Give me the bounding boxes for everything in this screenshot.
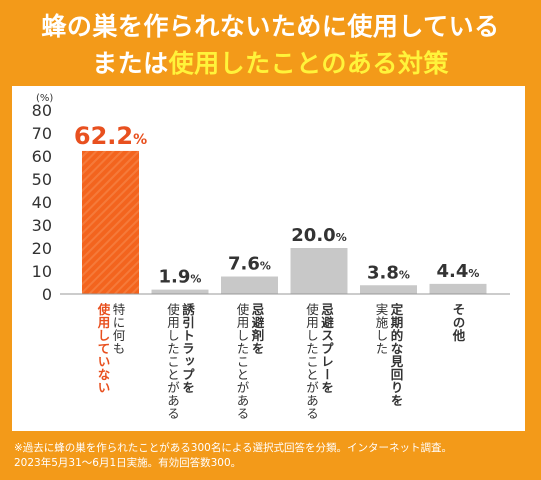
value-label: 3.8% <box>367 262 410 283</box>
category-label: 特に何も <box>111 302 126 355</box>
bar <box>290 248 348 294</box>
category-label: 定期的な見回りを <box>389 302 404 407</box>
footnote-line1: ※過去に蜂の巣を作られたことがある300名による選択式回答を分類。インターネット… <box>14 442 453 454</box>
bar <box>151 289 209 294</box>
value-label-highlight: 62.2% <box>74 122 147 150</box>
footnote-line2: 2023年5月31～6月1日実施。有効回答数300。 <box>14 457 242 469</box>
title-line2-prefix: または <box>92 49 169 78</box>
y-tick-label: 20 <box>32 239 52 258</box>
category-label: 使用したことがある <box>304 302 319 420</box>
value-label: 7.6% <box>228 254 271 275</box>
value-label: 1.9% <box>159 267 202 288</box>
value-label: 4.4% <box>437 261 480 282</box>
bar <box>221 276 278 294</box>
category-label: 実施した <box>374 302 389 355</box>
category-label: 誘引トラップを <box>180 302 195 394</box>
y-tick-label: 60 <box>32 147 52 166</box>
chart-title-line1: 蜂の巣を作られないために使用している <box>41 12 500 41</box>
category-label: 使用したことがある <box>235 302 250 420</box>
category-label: その他 <box>451 303 466 342</box>
y-tick-label: 80 <box>32 101 52 120</box>
category-label: 忌避スプレーを <box>319 302 334 394</box>
bar <box>360 285 417 294</box>
category-label: 忌避剤を <box>250 302 265 355</box>
category-label: 使用したことがある <box>165 302 180 420</box>
y-tick-label: 10 <box>32 262 52 281</box>
category-label: 使用していない <box>96 302 111 394</box>
title-line2-highlight: 使用したことのある対策 <box>168 49 449 78</box>
y-tick-label: 40 <box>32 193 52 212</box>
value-label: 20.0% <box>291 225 346 246</box>
y-tick-label: 0 <box>42 285 52 304</box>
chart-title-line2: または使用したことのある対策 <box>0 44 541 80</box>
y-tick-label: 70 <box>32 124 52 143</box>
bar-highlight <box>82 150 139 294</box>
y-axis-unit-label: (%) <box>36 93 53 104</box>
bar <box>429 283 487 294</box>
y-tick-label: 50 <box>32 170 52 189</box>
y-tick-label: 30 <box>32 216 52 235</box>
